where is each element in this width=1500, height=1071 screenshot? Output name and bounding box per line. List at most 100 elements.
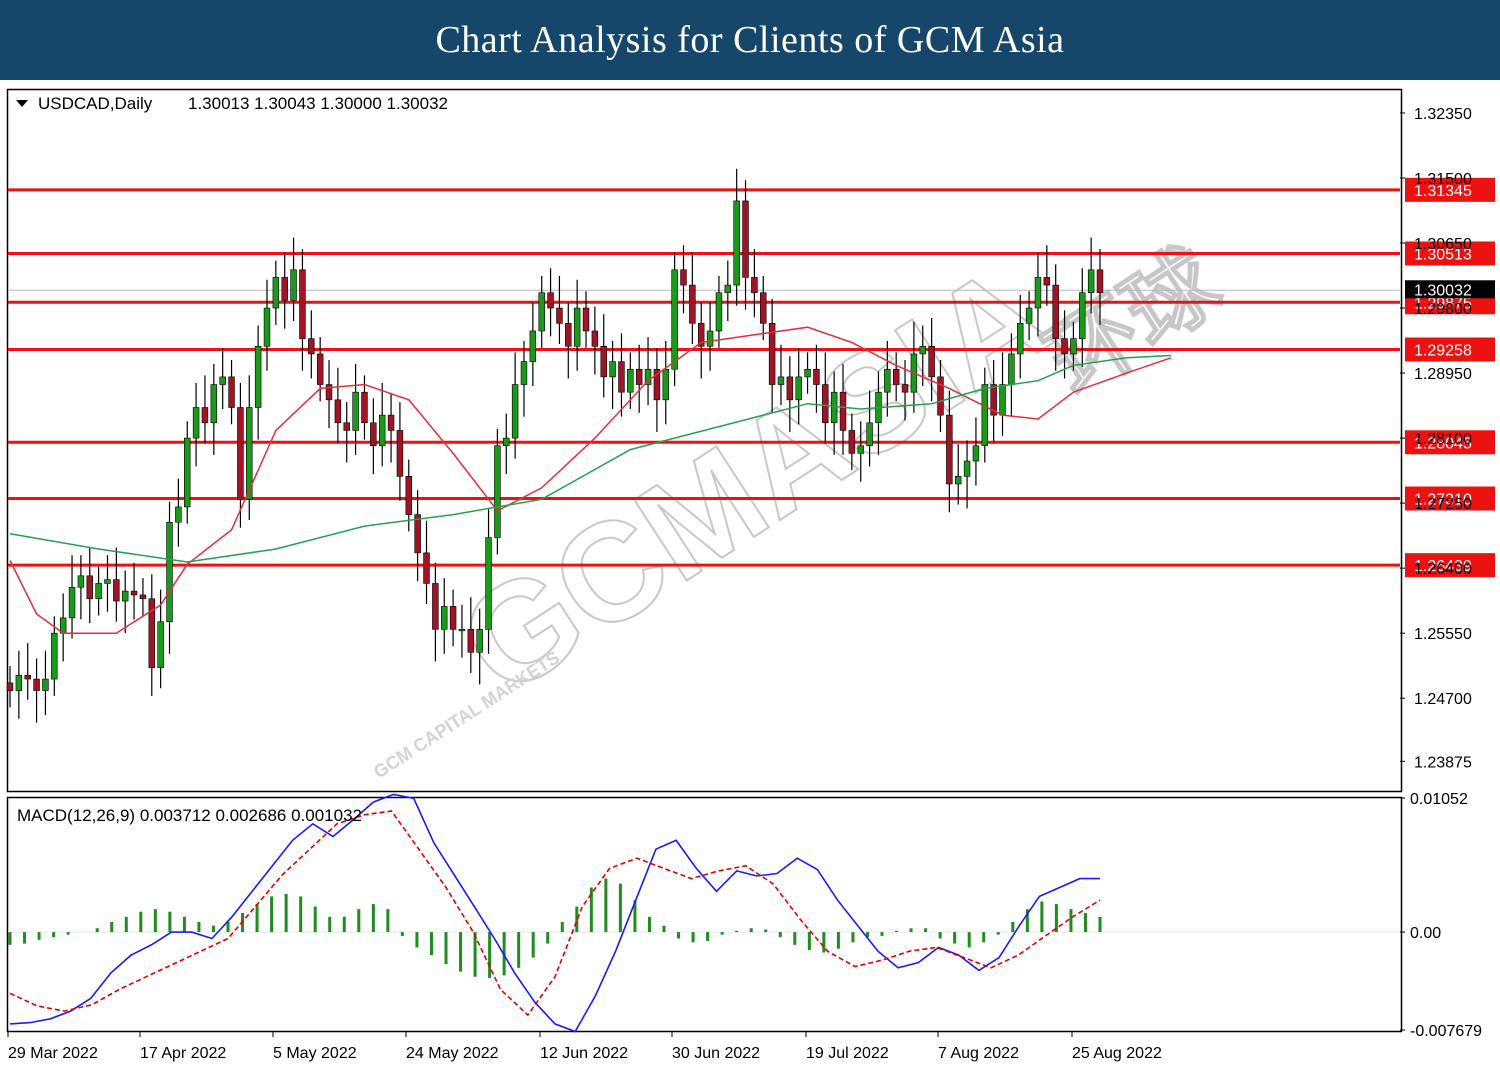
candle-body bbox=[263, 307, 271, 347]
moving-averages bbox=[9, 326, 1172, 634]
candle-body bbox=[219, 376, 226, 385]
candle-body bbox=[751, 277, 758, 294]
candle-body bbox=[254, 345, 262, 408]
candle-body bbox=[6, 682, 14, 691]
price-tick-label: 1.32350 bbox=[1414, 106, 1472, 123]
candle-body bbox=[884, 368, 891, 393]
macd-indicator: 0.01052 0.00 -0.007679 bbox=[8, 791, 1482, 1040]
level-label-box bbox=[1405, 553, 1495, 578]
price-tick-label: 1.26400 bbox=[1414, 561, 1472, 578]
candle-body bbox=[529, 330, 537, 362]
candle-body bbox=[671, 269, 678, 370]
candle-body bbox=[1043, 277, 1051, 286]
candle-body bbox=[644, 368, 652, 385]
candle-body bbox=[724, 284, 732, 294]
price-tick-label: 1.23875 bbox=[1414, 754, 1472, 771]
date-tick-label: 12 Jun 2022 bbox=[540, 1045, 628, 1062]
macd-tick-label: 0.00 bbox=[1410, 925, 1441, 942]
candle-body bbox=[166, 521, 173, 622]
candle-body bbox=[1017, 323, 1024, 355]
candle-body bbox=[892, 368, 900, 385]
macd-signal-line bbox=[9, 810, 1101, 1017]
price-axis: 1.32350 1.31500 1.30650 1.29800 1.28950 1.281… bbox=[1400, 106, 1472, 771]
candle-body bbox=[511, 384, 519, 439]
candle-body bbox=[662, 368, 669, 401]
level-label: 1.26439 bbox=[1414, 558, 1472, 575]
candle-body bbox=[423, 552, 430, 584]
chart-canvas: GCMASIA 环球 GCM CAPITAL MARKETS 1.313451.… bbox=[6, 88, 1495, 1062]
candle-body bbox=[370, 422, 377, 447]
level-label: 1.27310 bbox=[1414, 492, 1472, 509]
level-label-box bbox=[1405, 337, 1495, 362]
candle-body bbox=[24, 674, 31, 680]
candle-body bbox=[42, 678, 49, 691]
candle-body bbox=[15, 674, 23, 691]
candle-body bbox=[1087, 269, 1095, 294]
candle-body bbox=[839, 391, 847, 431]
candle-body bbox=[449, 606, 457, 630]
candle-body bbox=[405, 476, 413, 515]
date-tick-label: 5 May 2022 bbox=[273, 1045, 357, 1062]
candle-body bbox=[281, 277, 288, 301]
candle-body bbox=[95, 583, 102, 600]
candle-body bbox=[432, 583, 439, 630]
candle-body bbox=[582, 307, 590, 332]
moving-average-line bbox=[9, 354, 1171, 563]
candle-body bbox=[1061, 338, 1068, 355]
date-tick-label: 25 Aug 2022 bbox=[1072, 1045, 1162, 1062]
candle-body bbox=[148, 598, 156, 668]
candle-body bbox=[503, 437, 510, 447]
candle-body bbox=[414, 514, 421, 554]
candle-body bbox=[697, 323, 705, 347]
candle-body bbox=[387, 414, 395, 431]
candle-body bbox=[848, 430, 856, 454]
current-price-box bbox=[1405, 280, 1495, 299]
banner-title: Chart Analysis for Clients of GCM Asia bbox=[435, 19, 1065, 61]
price-tick-label: 1.31500 bbox=[1414, 171, 1472, 188]
candle-body bbox=[396, 430, 404, 477]
candle-body bbox=[901, 384, 909, 393]
price-tick-label: 1.27250 bbox=[1414, 496, 1472, 513]
macd-main-line bbox=[9, 793, 1100, 1033]
candle-body bbox=[715, 292, 723, 332]
level-label: 1.29258 bbox=[1414, 342, 1472, 359]
candle-body bbox=[609, 361, 616, 378]
candle-body bbox=[556, 307, 563, 324]
level-label-box bbox=[1405, 177, 1495, 202]
candle-body bbox=[618, 361, 625, 393]
candle-body bbox=[246, 407, 253, 500]
dropdown-arrow-icon[interactable] bbox=[16, 100, 28, 107]
level-label-box bbox=[1405, 241, 1495, 266]
candle-body bbox=[937, 376, 944, 416]
macd-tick-label: 0.01052 bbox=[1410, 791, 1468, 808]
candle-body bbox=[946, 414, 953, 485]
candle-body bbox=[591, 330, 599, 347]
candle-body bbox=[184, 437, 191, 508]
candle-body bbox=[1034, 277, 1042, 309]
date-tick-label: 17 Apr 2022 bbox=[140, 1045, 226, 1062]
candle-body bbox=[157, 621, 164, 668]
candle-body bbox=[485, 537, 492, 630]
moving-average-line bbox=[9, 326, 1172, 634]
candle-body bbox=[600, 345, 607, 378]
price-tick-label: 1.24700 bbox=[1414, 691, 1472, 708]
date-tick-label: 7 Aug 2022 bbox=[938, 1045, 1019, 1062]
price-tick-label: 1.28950 bbox=[1414, 366, 1472, 383]
candle-body bbox=[343, 422, 350, 431]
date-tick-label: 29 Mar 2022 bbox=[8, 1045, 98, 1062]
candle-body bbox=[538, 292, 545, 332]
candle-body bbox=[573, 307, 581, 347]
price-tick-label: 1.30650 bbox=[1414, 236, 1472, 253]
candle-body bbox=[228, 376, 235, 408]
candle-body bbox=[86, 575, 93, 600]
candle-body bbox=[972, 445, 980, 462]
candle-body bbox=[121, 590, 129, 602]
candle-body bbox=[954, 476, 962, 485]
macd-panel bbox=[6, 796, 1403, 1033]
date-axis: 29 Mar 2022 17 Apr 2022 5 May 2022 24 May 2… bbox=[7, 1031, 1162, 1062]
candle-body bbox=[1052, 284, 1059, 339]
candle-body bbox=[742, 200, 749, 278]
candle-body bbox=[635, 368, 643, 385]
candle-body bbox=[547, 292, 554, 309]
candle-body bbox=[68, 586, 76, 619]
